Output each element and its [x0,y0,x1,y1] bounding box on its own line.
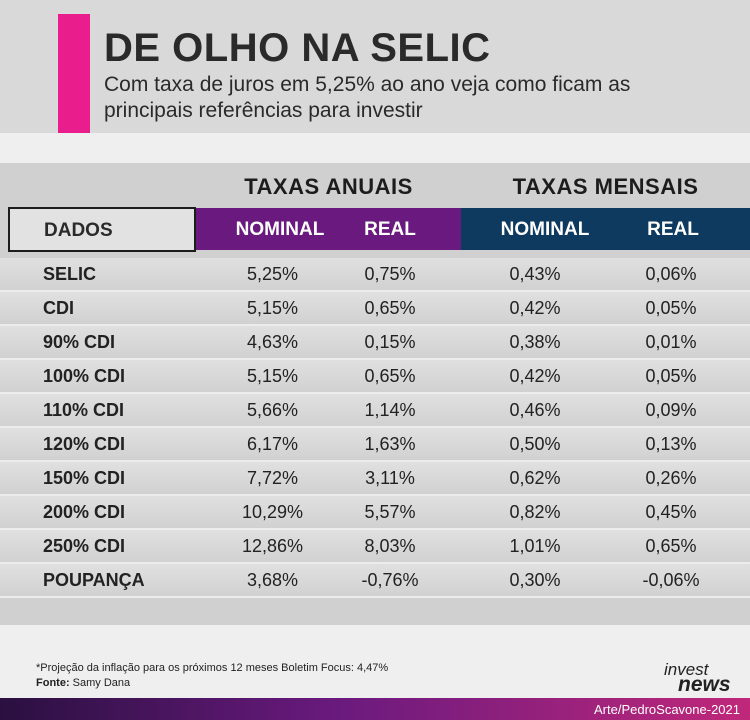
source-label: Fonte: [36,677,70,689]
annual-nominal-cell: 5,66% [246,400,299,420]
page-subtitle: Com taxa de juros em 5,25% ao ano veja c… [104,73,631,122]
row-label: SELIC [43,264,97,284]
row-label: 200% CDI [43,502,126,522]
row-label: 110% CDI [43,400,125,420]
table-row: 200% CDI 10,29% 5,57% 0,82% 0,45% [0,496,750,530]
annual-nominal-cell: 5,25% [246,264,299,284]
monthly-nominal-cell: 0,30% [509,570,561,590]
page-title: DE OLHO NA SELIC [104,26,491,70]
monthly-nominal-cell: 0,43% [509,264,561,284]
annual-nominal-cell: 5,15% [246,366,299,386]
row-label: CDI [43,298,74,318]
row-label: 120% CDI [43,434,126,454]
group-header-monthly: TAXAS MENSAIS [512,174,699,199]
annual-real-cell: 5,57% [364,502,416,522]
table-row: 110% CDI 5,66% 1,14% 0,46% 0,09% [0,394,750,428]
monthly-nominal-cell: 0,50% [509,434,561,454]
monthly-real-cell: 0,05% [645,366,697,386]
annual-real-cell: -0,76% [361,570,419,590]
table-row: SELIC 5,25% 0,75% 0,43% 0,06% [0,258,750,292]
row-label: 250% CDI [43,536,126,556]
logo-word-news: news [678,673,731,696]
source-line: Fonte: Samy Dana [36,677,130,689]
annual-real-cell: 1,63% [364,434,416,454]
column-header-annual-nominal: NOMINAL [235,219,325,240]
row-label: 90% CDI [43,332,116,352]
table-row: 90% CDI 4,63% 0,15% 0,38% 0,01% [0,326,750,360]
row-label: 150% CDI [43,468,126,488]
monthly-nominal-cell: 0,82% [509,502,561,522]
column-header-dados-label: DADOS [44,220,113,241]
column-header-annual-real: REAL [364,219,416,240]
monthly-nominal-cell: 0,42% [509,298,561,318]
row-label: POUPANÇA [43,570,145,590]
table-row: 150% CDI 7,72% 3,11% 0,62% 0,26% [0,462,750,496]
monthly-nominal-cell: 0,62% [509,468,561,488]
column-header-dados: DADOS [8,207,196,252]
annual-header-bar [196,208,461,250]
monthly-real-cell: 0,06% [645,264,697,284]
monthly-nominal-cell: 0,38% [509,332,561,352]
monthly-header-bar [461,208,750,250]
accent-bar [58,14,90,133]
annual-nominal-cell: 3,68% [246,570,299,590]
table-row: 120% CDI 6,17% 1,63% 0,50% 0,13% [0,428,750,462]
table-row: 100% CDI 5,15% 0,65% 0,42% 0,05% [0,360,750,394]
annual-nominal-cell: 4,63% [246,332,299,352]
table-row: CDI 5,15% 0,65% 0,42% 0,05% [0,292,750,326]
monthly-nominal-cell: 0,42% [509,366,561,386]
data-table-body: SELIC 5,25% 0,75% 0,43% 0,06% CDI 5,15% 0,65% 0,… [0,258,750,598]
monthly-real-cell: -0,06% [642,570,700,590]
monthly-real-cell: 0,01% [645,332,697,352]
annual-real-cell: 0,15% [364,332,416,352]
monthly-real-cell: 0,05% [645,298,697,318]
monthly-nominal-cell: 1,01% [509,536,561,556]
column-header-monthly-nominal: NOMINAL [500,219,590,240]
monthly-real-cell: 0,09% [645,400,697,420]
annual-real-cell: 0,65% [364,366,416,386]
monthly-real-cell: 0,65% [645,536,697,556]
logo-word-invest: invest [664,660,709,679]
annual-nominal-cell: 5,15% [246,298,299,318]
annual-nominal-cell: 10,29% [241,502,304,522]
annual-nominal-cell: 12,86% [241,536,304,556]
table-row: POUPANÇA 3,68% -0,76% 0,30% -0,06% [0,564,750,598]
annual-real-cell: 8,03% [364,536,416,556]
annual-real-cell: 0,75% [364,264,416,284]
source-value: Samy Dana [72,677,131,689]
annual-nominal-cell: 6,17% [246,434,299,454]
monthly-real-cell: 0,13% [645,434,697,454]
annual-real-cell: 3,11% [365,468,415,488]
annual-nominal-cell: 7,72% [246,468,299,488]
column-header-monthly-real: REAL [647,219,699,240]
monthly-nominal-cell: 0,46% [509,400,561,420]
art-credit: Arte/PedroScavone-2021 [594,702,740,717]
footnote: *Projeção da inflação para os próximos 1… [36,662,389,674]
table-row: 250% CDI 12,86% 8,03% 1,01% 0,65% [0,530,750,564]
row-label: 100% CDI [43,366,126,386]
monthly-real-cell: 0,26% [645,468,697,488]
monthly-real-cell: 0,45% [645,502,697,522]
group-header-annual: TAXAS ANUAIS [244,174,413,199]
header-band [0,0,750,133]
bottom-gradient-bar [0,698,750,720]
investnews-logo: invest news [664,660,736,696]
annual-real-cell: 0,65% [364,298,416,318]
annual-real-cell: 1,14% [364,400,416,420]
